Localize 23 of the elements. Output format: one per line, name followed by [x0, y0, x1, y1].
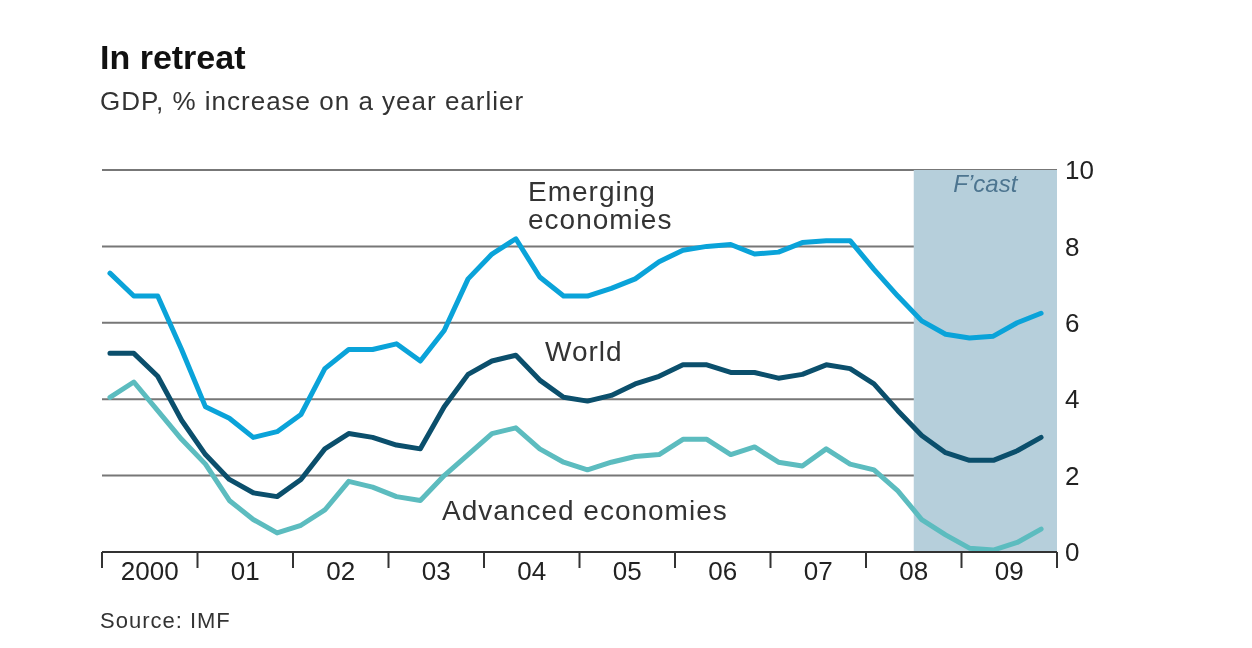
y-tick-label: 2: [1065, 460, 1080, 491]
x-tick-label: 02: [326, 556, 356, 586]
y-tick-label: 4: [1065, 384, 1080, 415]
y-tick-label: 8: [1065, 231, 1080, 262]
x-tick-label: 2000: [120, 556, 179, 586]
x-tick-label: 05: [612, 556, 642, 586]
chart-subtitle: GDP, % increase on a year earlier: [100, 86, 525, 117]
y-tick-label: 10: [1065, 155, 1094, 186]
x-tick-label: 01: [230, 556, 260, 586]
source-note: Source: IMF: [100, 608, 231, 634]
series-label: Advanced economies: [442, 495, 729, 526]
band-label: F’cast: [953, 170, 1019, 198]
chart-title: In retreat: [100, 38, 246, 77]
x-tick-label: 06: [708, 556, 738, 586]
x-tick-label: 08: [899, 556, 929, 586]
x-tick-label: 07: [803, 556, 833, 586]
x-tick-label: 03: [421, 556, 451, 586]
y-tick-label: 6: [1065, 308, 1080, 339]
y-tick-label: 0: [1065, 537, 1080, 568]
series-label: Emerging economies: [528, 176, 674, 235]
x-tick-label: 09: [994, 556, 1024, 586]
x-tick-label: 04: [517, 556, 547, 586]
series-label: World: [545, 336, 624, 367]
